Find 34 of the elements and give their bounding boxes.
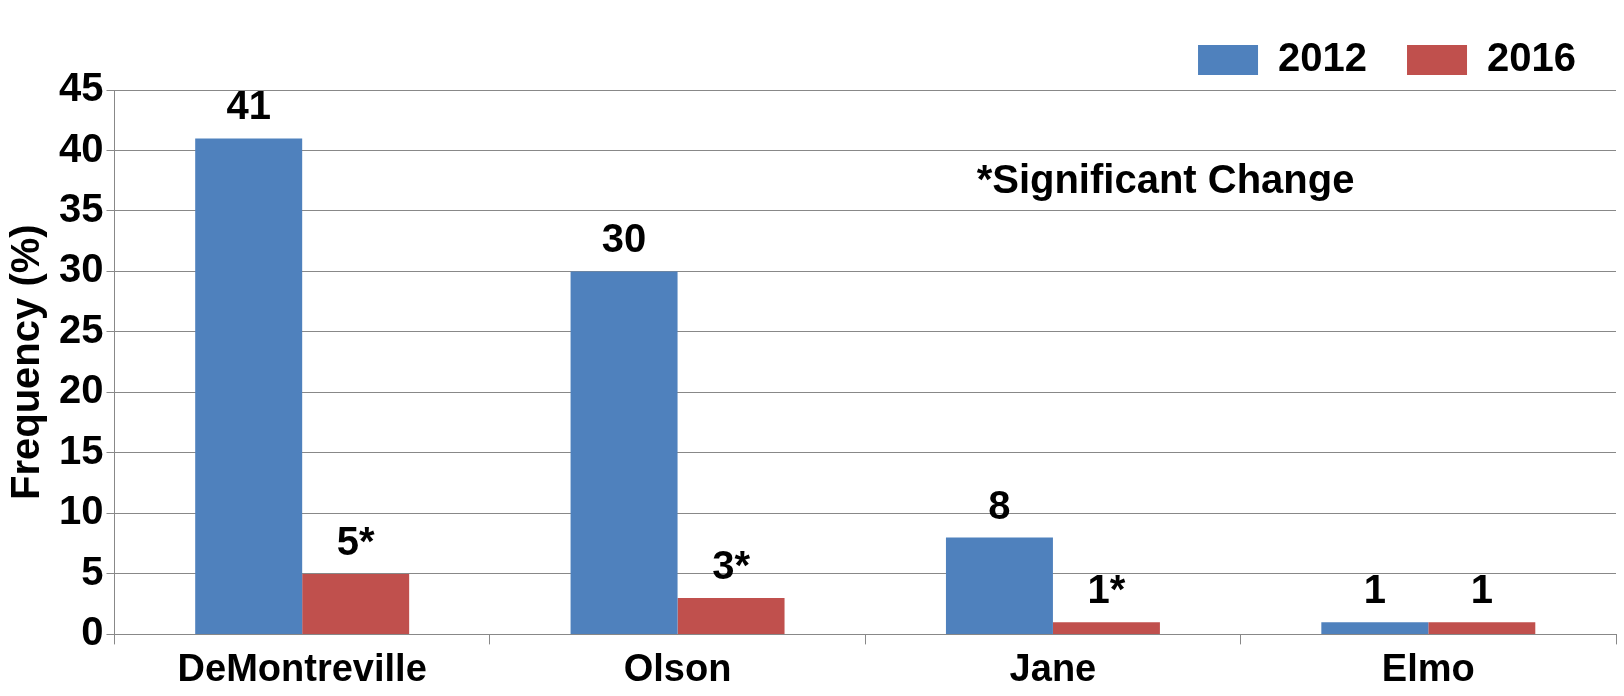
bar — [677, 598, 785, 634]
data-label: 5* — [336, 518, 376, 563]
x-tick-label: DeMontreville — [177, 646, 427, 689]
y-tick-label: 20 — [58, 367, 104, 412]
bar — [1052, 622, 1160, 634]
y-tick-label: 45 — [58, 65, 104, 110]
bar — [1428, 622, 1536, 634]
bar — [195, 138, 303, 634]
bar — [570, 271, 678, 634]
data-label: 8 — [988, 482, 1011, 527]
data-label: 1 — [1363, 567, 1386, 612]
data-label: 1* — [1087, 567, 1126, 612]
x-tick-label: Elmo — [1381, 646, 1475, 689]
y-tick-label: 25 — [58, 306, 104, 351]
legend-label: 2012 — [1278, 35, 1368, 80]
y-tick-label: 10 — [58, 488, 104, 533]
bar — [945, 537, 1053, 634]
y-tick-label: 15 — [58, 427, 104, 472]
data-label: 41 — [226, 83, 271, 128]
data-label: 1 — [1470, 567, 1493, 612]
bar — [1321, 622, 1429, 634]
y-tick-label: 40 — [58, 125, 104, 170]
data-label: 30 — [601, 216, 647, 261]
data-label: 3* — [712, 543, 751, 588]
y-tick-label: 30 — [58, 246, 104, 291]
y-tick-label: 35 — [58, 186, 104, 231]
x-tick-label: Olson — [623, 646, 732, 689]
y-tick-label: 0 — [81, 609, 104, 654]
annotation: *Significant Change — [976, 157, 1355, 202]
y-tick-label: 5 — [81, 548, 104, 593]
y-axis-title: Frequency (%) — [3, 224, 48, 500]
bar — [302, 573, 410, 634]
x-tick-label: Jane — [1009, 646, 1097, 689]
legend-label: 2016 — [1487, 35, 1576, 80]
